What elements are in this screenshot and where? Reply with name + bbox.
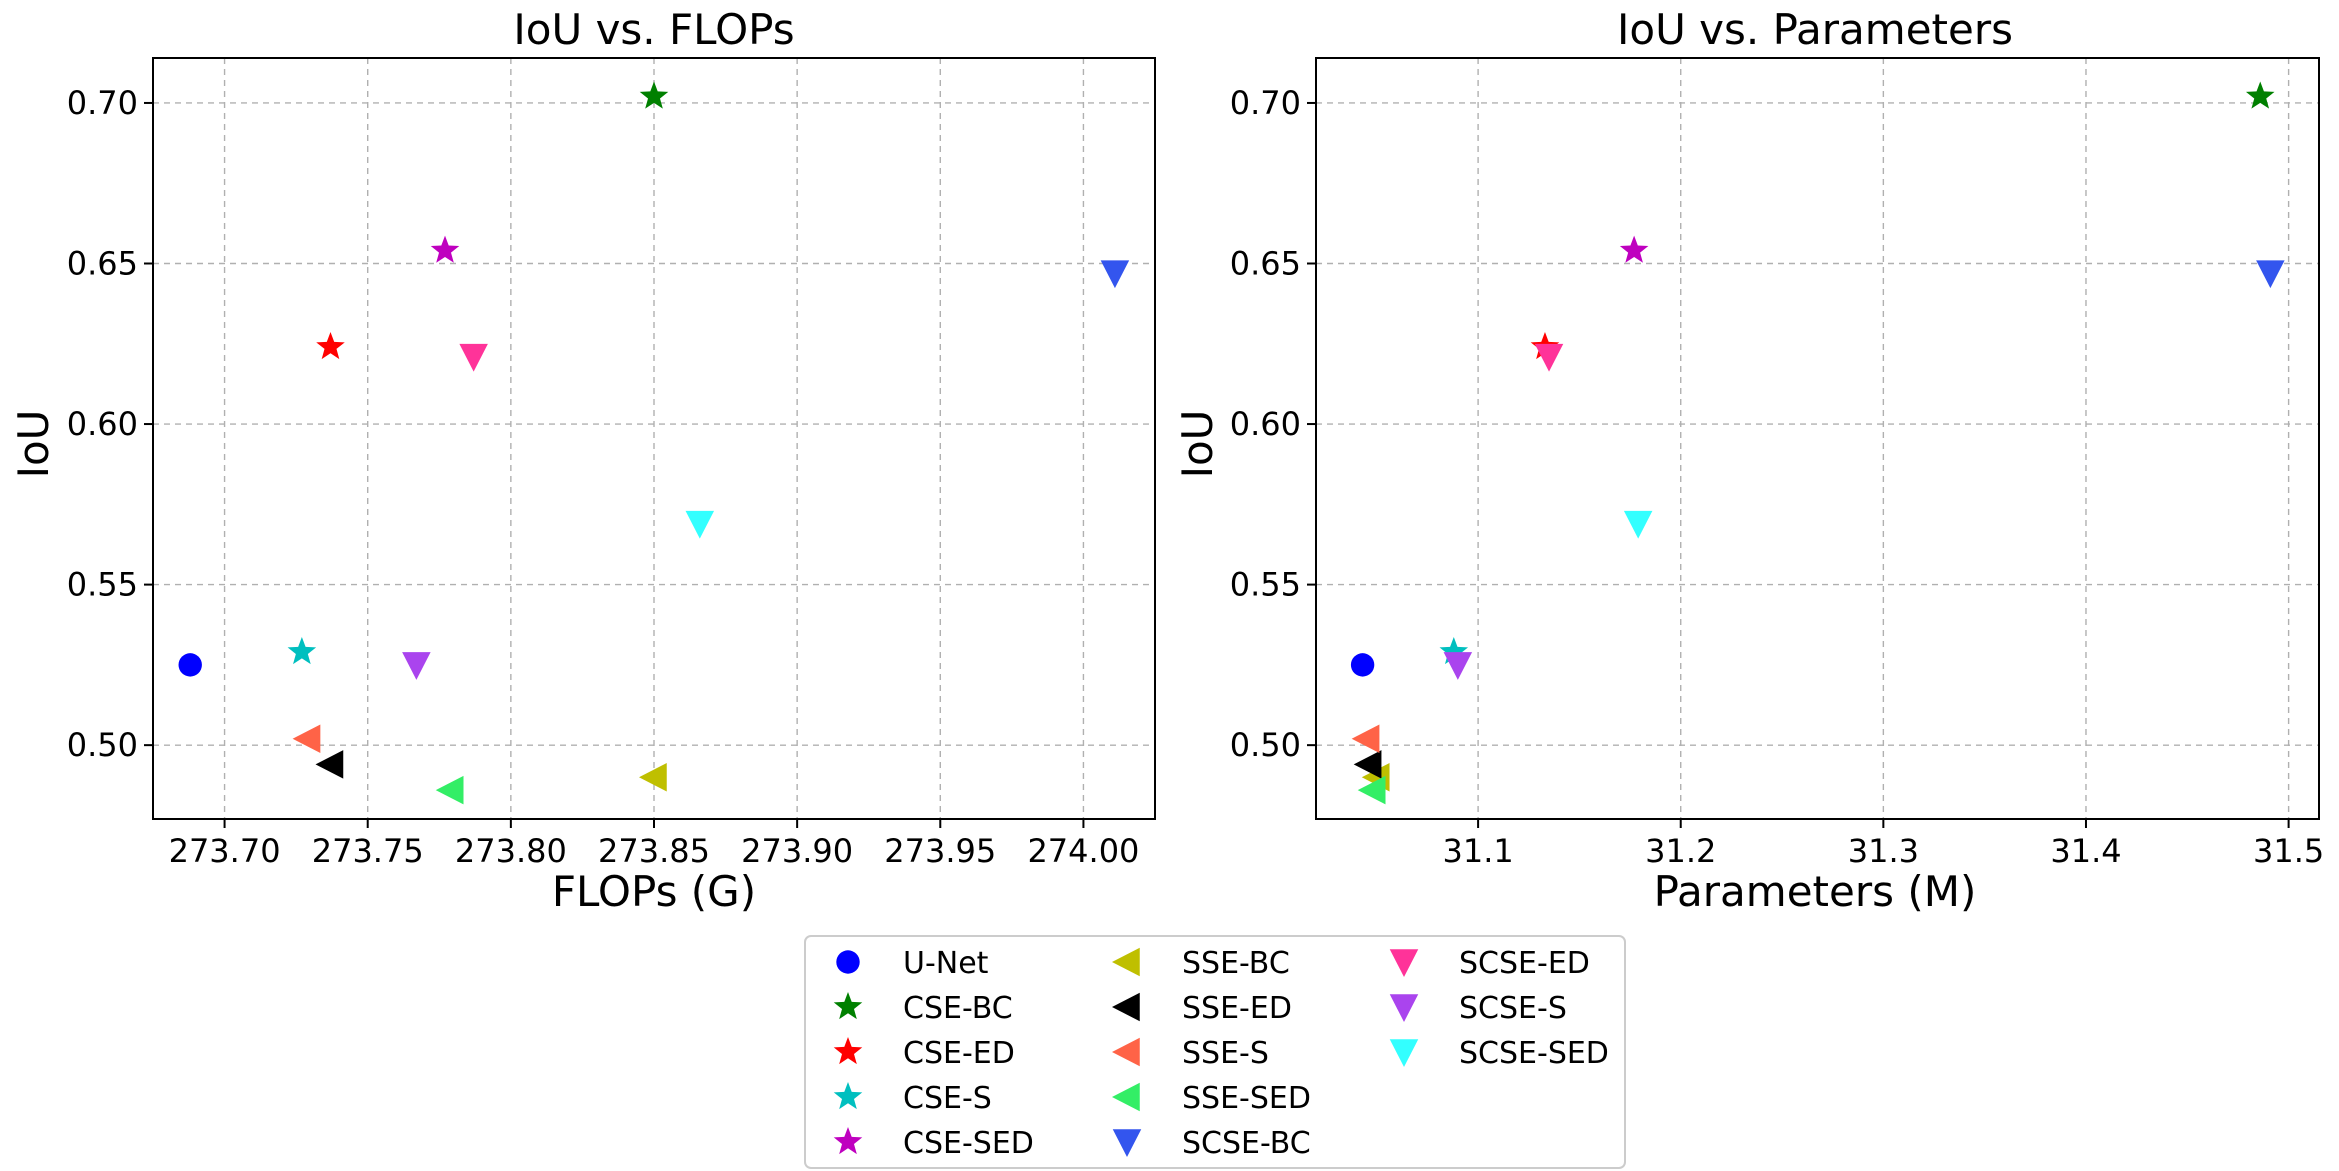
legend-marker-sse-s bbox=[1112, 1037, 1140, 1067]
flops-y-tick-label: 0.50 bbox=[67, 726, 138, 764]
params-x-axis-label: Parameters (M) bbox=[1654, 867, 1977, 916]
params-points bbox=[1350, 81, 2285, 805]
flops-x-tick-label: 273.90 bbox=[741, 832, 853, 870]
flops-point-cse-bc bbox=[639, 81, 669, 109]
flops-point-u-net bbox=[178, 653, 202, 677]
legend-marker-scse-sed bbox=[1389, 1039, 1419, 1067]
legend-label-cse-sed: CSE-SED bbox=[903, 1126, 1034, 1161]
legend-label-u-net: U-Net bbox=[903, 946, 989, 981]
params-point-sse-sed bbox=[1357, 775, 1386, 805]
flops-x-tick-label: 273.75 bbox=[312, 832, 424, 870]
flops-y-tick-label: 0.65 bbox=[67, 245, 138, 283]
flops-point-sse-ed bbox=[315, 750, 344, 779]
params-grid bbox=[1316, 58, 2319, 819]
legend-frame bbox=[804, 935, 1626, 1169]
flops-point-cse-ed bbox=[316, 331, 345, 360]
params-plot-frame bbox=[1315, 57, 2320, 820]
params-point-scse-s bbox=[1443, 652, 1473, 680]
params-x-tick-label: 31.3 bbox=[1848, 832, 1919, 870]
legend-marker-sse-ed bbox=[1112, 992, 1140, 1022]
flops-y-tick-label: 0.70 bbox=[67, 84, 138, 122]
flops-x-axis-label: FLOPs (G) bbox=[552, 867, 756, 916]
legend-marker-sse-bc bbox=[1112, 947, 1140, 977]
flops-point-sse-s bbox=[292, 724, 321, 753]
flops-x-tick-label: 273.85 bbox=[598, 832, 710, 870]
params-point-sse-s bbox=[1351, 724, 1380, 753]
params-point-cse-sed bbox=[1619, 235, 1649, 263]
params-point-cse-s bbox=[1439, 637, 1469, 665]
flops-point-scse-bc bbox=[1100, 260, 1130, 289]
legend-label-sse-ed: SSE-ED bbox=[1182, 991, 1292, 1026]
params-chart-title: IoU vs. Parameters bbox=[1617, 5, 2013, 54]
legend-entries: U-Net CSE-BC CSE-ED CSE-S CSE-SED SSE-BC SSE-E… bbox=[833, 946, 1609, 1161]
legend-label-cse-ed: CSE-ED bbox=[903, 1036, 1015, 1071]
flops-point-cse-sed bbox=[430, 235, 460, 263]
parameters-panel: IoU vs. Parameters Parameters (M) IoU 31… bbox=[1173, 5, 2324, 916]
legend-label-cse-bc: CSE-BC bbox=[903, 991, 1013, 1026]
legend: U-Net CSE-BC CSE-ED CSE-S CSE-SED SSE-BC SSE-E… bbox=[804, 935, 1626, 1169]
params-y-axis-label: IoU bbox=[1173, 410, 1222, 479]
params-x-tick-label: 31.1 bbox=[1442, 832, 1513, 870]
legend-label-scse-bc: SCSE-BC bbox=[1182, 1126, 1311, 1161]
params-point-u-net bbox=[1350, 653, 1375, 677]
legend-label-sse-bc: SSE-BC bbox=[1182, 946, 1290, 981]
legend-label-sse-sed: SSE-SED bbox=[1182, 1081, 1311, 1116]
params-y-tick-label: 0.50 bbox=[1230, 726, 1301, 764]
params-point-sse-ed bbox=[1353, 750, 1382, 779]
params-x-tick-label: 31.5 bbox=[2253, 832, 2324, 870]
params-x-tick-label: 31.2 bbox=[1645, 832, 1716, 870]
params-y-tick-label: 0.70 bbox=[1230, 84, 1301, 122]
params-point-scse-bc bbox=[2256, 260, 2285, 289]
params-point-cse-bc bbox=[2245, 81, 2275, 109]
legend-marker-cse-ed bbox=[833, 1037, 863, 1065]
flops-chart-title: IoU vs. FLOPs bbox=[513, 5, 794, 54]
legend-label-scse-s: SCSE-S bbox=[1459, 991, 1567, 1026]
legend-marker-cse-sed bbox=[833, 1127, 863, 1155]
flops-point-sse-sed bbox=[435, 775, 464, 805]
params-x-tick-label: 31.4 bbox=[2050, 832, 2121, 870]
legend-marker-u-net bbox=[836, 950, 860, 974]
params-point-scse-ed bbox=[1534, 343, 1564, 372]
legend-marker-cse-s bbox=[833, 1082, 863, 1110]
params-y-tick-label: 0.55 bbox=[1230, 566, 1301, 604]
flops-plot-frame bbox=[152, 57, 1156, 820]
flops-x-tick-label: 273.80 bbox=[455, 832, 567, 870]
flops-x-tick-label: 273.70 bbox=[169, 832, 281, 870]
flops-point-scse-ed bbox=[459, 343, 488, 372]
flops-y-tick-label: 0.60 bbox=[67, 405, 138, 443]
legend-marker-scse-bc bbox=[1112, 1129, 1142, 1157]
legend-label-sse-s: SSE-S bbox=[1182, 1036, 1269, 1071]
legend-marker-cse-bc bbox=[833, 992, 863, 1020]
flops-point-scse-sed bbox=[685, 510, 715, 539]
params-y-tick-label: 0.65 bbox=[1230, 245, 1301, 283]
params-ticks: 31.1 31.2 31.3 31.4 31.5 0.50 0.55 0.60 0.65 0.70 bbox=[1230, 84, 2324, 870]
flops-points bbox=[178, 81, 1130, 805]
legend-label-scse-ed: SCSE-ED bbox=[1459, 946, 1590, 981]
legend-marker-sse-sed bbox=[1112, 1082, 1140, 1112]
flops-y-axis-label: IoU bbox=[9, 410, 58, 479]
legend-marker-scse-s bbox=[1389, 994, 1419, 1022]
flops-y-tick-label: 0.55 bbox=[67, 566, 138, 604]
flops-grid bbox=[153, 58, 1155, 819]
params-y-tick-label: 0.60 bbox=[1230, 405, 1301, 443]
flops-x-tick-label: 273.95 bbox=[884, 832, 996, 870]
flops-point-cse-s bbox=[287, 637, 317, 665]
flops-panel: IoU vs. FLOPs FLOPs (G) IoU 273.70 273.75… bbox=[9, 5, 1156, 916]
flops-ticks: 273.70 273.75 273.80 273.85 273.90 273.95 274.… bbox=[67, 84, 1140, 870]
params-point-scse-sed bbox=[1623, 510, 1653, 539]
legend-marker-scse-ed bbox=[1389, 949, 1419, 977]
flops-point-sse-bc bbox=[639, 763, 667, 792]
flops-x-tick-label: 274.00 bbox=[1027, 832, 1139, 870]
legend-label-scse-sed: SCSE-SED bbox=[1459, 1036, 1609, 1071]
legend-label-cse-s: CSE-S bbox=[903, 1081, 992, 1116]
flops-point-scse-s bbox=[402, 652, 431, 680]
